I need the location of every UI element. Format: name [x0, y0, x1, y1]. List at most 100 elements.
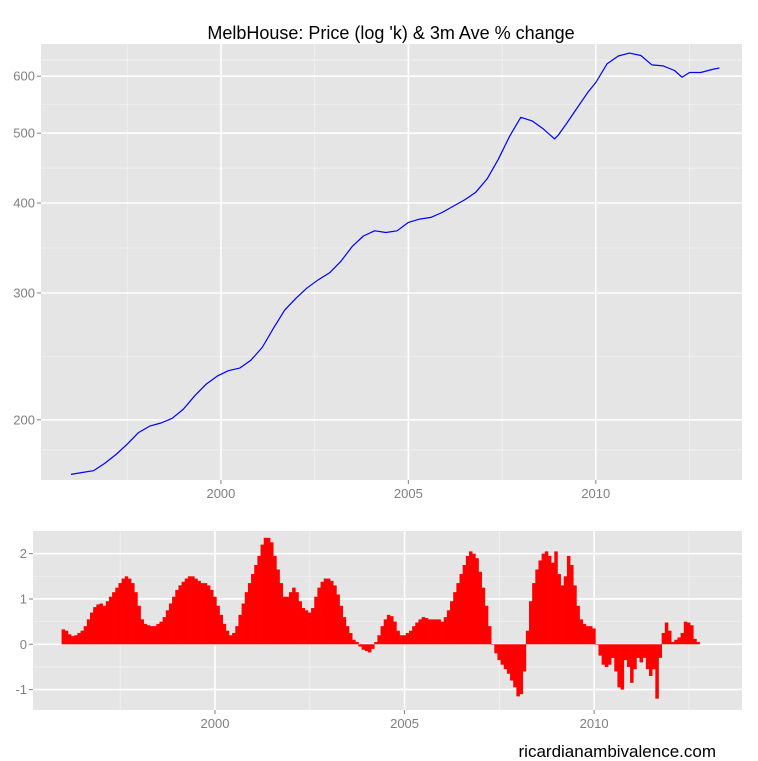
- change-bar: [396, 630, 400, 645]
- change-bar: [304, 610, 309, 645]
- change-bar: [371, 644, 375, 649]
- change-bar: [146, 625, 151, 645]
- change-bar: [465, 555, 470, 645]
- change-bar: [383, 619, 388, 645]
- change-bar: [617, 644, 621, 688]
- change-bar: [427, 619, 432, 645]
- change-bar: [532, 583, 536, 645]
- change-bar: [118, 583, 122, 645]
- top-x-axis: 2000 2005 2010: [206, 480, 610, 501]
- bottom-x-axis: 2000 2005 2010: [201, 710, 609, 731]
- change-bar: [677, 637, 681, 645]
- change-bar: [683, 621, 688, 645]
- change-bar: [127, 578, 132, 645]
- change-bar: [633, 644, 637, 670]
- change-bar: [228, 635, 233, 645]
- top-panel-background: [41, 44, 742, 480]
- change-bar: [623, 644, 628, 661]
- change-bar: [187, 576, 192, 645]
- change-bar: [108, 596, 113, 645]
- change-bar: [611, 644, 615, 658]
- change-bar: [434, 619, 438, 645]
- top-x-tick-label: 2010: [581, 486, 610, 501]
- change-bar: [326, 578, 331, 645]
- change-bar: [380, 626, 385, 645]
- bottom-x-tick-label: 2010: [580, 716, 609, 731]
- change-bar: [143, 623, 148, 645]
- change-bar: [421, 617, 426, 645]
- change-bar: [263, 537, 268, 645]
- change-bar: [225, 630, 230, 645]
- change-bar: [658, 644, 662, 658]
- change-bar: [472, 553, 476, 645]
- change-bar: [443, 617, 448, 645]
- change-bar: [292, 587, 296, 645]
- change-bar: [210, 589, 214, 645]
- change-bar: [121, 578, 126, 645]
- change-bar: [222, 623, 227, 645]
- change-bar: [251, 574, 255, 645]
- change-bar: [525, 630, 530, 645]
- change-bar: [535, 569, 539, 645]
- change-bar: [295, 592, 299, 645]
- change-bar: [314, 596, 318, 645]
- change-bar: [589, 626, 593, 645]
- change-bar: [285, 596, 290, 645]
- change-bar: [541, 553, 546, 645]
- change-bar: [374, 642, 378, 645]
- change-bar: [333, 585, 337, 645]
- change-bar: [639, 644, 644, 663]
- change-bar: [352, 639, 356, 645]
- change-bar: [450, 601, 454, 645]
- change-bar: [162, 617, 167, 645]
- change-bar: [399, 635, 404, 645]
- top-y-tick-label: 500: [13, 126, 35, 141]
- change-bar: [137, 605, 141, 645]
- top-panel: 200 300 400 500 600 2000 2005 2010: [13, 44, 742, 501]
- change-bar: [393, 621, 397, 645]
- change-bar: [405, 632, 410, 645]
- change-bar: [257, 555, 261, 645]
- change-bar: [437, 619, 441, 645]
- change-bar: [367, 644, 372, 653]
- change-bar: [345, 626, 350, 645]
- top-y-tick-label: 600: [13, 69, 35, 84]
- price-line: [70, 52, 720, 475]
- top-y-tick-label: 400: [13, 196, 35, 211]
- change-bar: [686, 622, 691, 645]
- change-bar: [598, 644, 602, 656]
- top-grid: [41, 44, 742, 480]
- change-bar: [522, 644, 527, 672]
- change-bar: [159, 621, 163, 645]
- change-bar: [358, 644, 362, 647]
- change-bar: [348, 632, 353, 645]
- change-bar: [80, 630, 85, 645]
- change-bar: [307, 612, 312, 645]
- change-bar: [342, 617, 347, 645]
- change-bar: [491, 644, 495, 645]
- top-y-tick-label: 300: [13, 285, 35, 300]
- change-bar: [168, 603, 173, 645]
- change-bar: [484, 605, 489, 645]
- change-bar: [112, 592, 116, 645]
- bottom-y-tick-label: -1: [15, 682, 27, 697]
- change-bar: [203, 583, 208, 645]
- change-bar: [184, 578, 189, 645]
- change-bar: [93, 607, 97, 645]
- change-bar: [551, 562, 555, 645]
- change-bar: [232, 632, 236, 645]
- change-bar: [554, 551, 558, 645]
- change-bar: [667, 630, 672, 645]
- change-bar: [96, 604, 100, 645]
- change-bar: [244, 592, 249, 645]
- change-bar: [355, 642, 359, 645]
- change-bar: [377, 635, 381, 645]
- change-bar: [279, 583, 284, 645]
- change-bar: [90, 612, 94, 645]
- change-bar: [71, 636, 75, 645]
- change-bar: [386, 614, 391, 645]
- change-bar: [462, 564, 467, 645]
- change-bar: [446, 610, 451, 645]
- change-bar: [301, 608, 306, 645]
